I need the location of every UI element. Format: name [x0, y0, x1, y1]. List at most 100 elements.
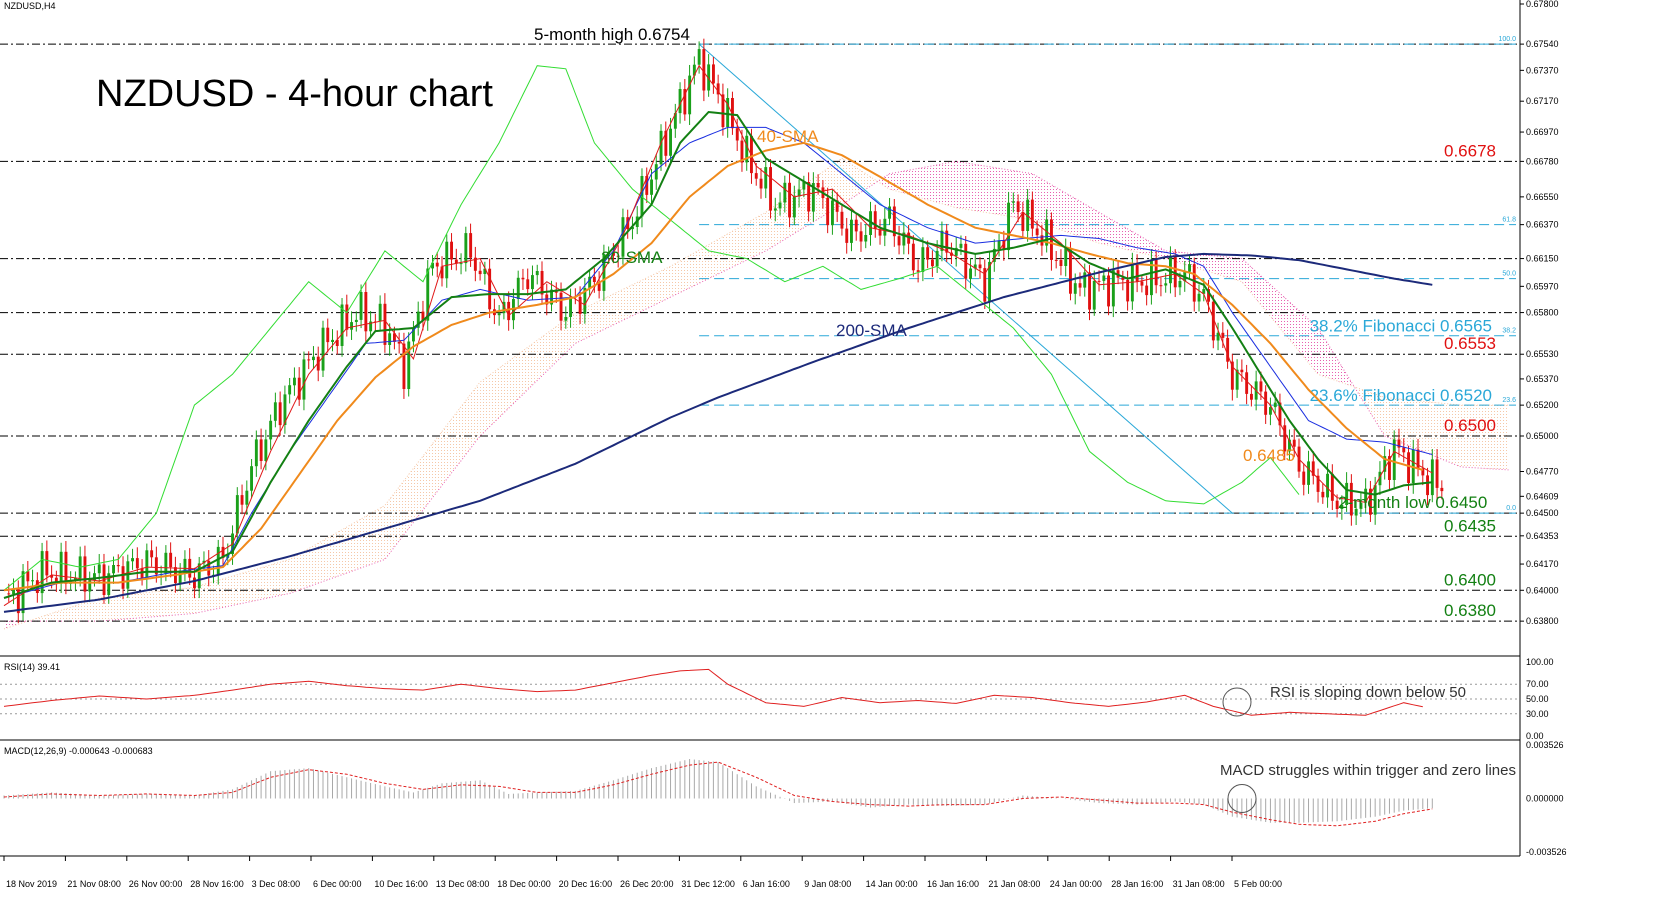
candle	[1159, 277, 1163, 297]
candle-body	[83, 556, 87, 592]
candle-body	[1059, 260, 1063, 266]
cloud-segment	[308, 543, 319, 587]
x-tick-label: 20 Dec 16:00	[559, 879, 613, 889]
cloud-segment	[851, 164, 861, 199]
candle	[688, 64, 692, 126]
candle	[326, 318, 330, 353]
candle	[321, 320, 325, 378]
candle-body	[216, 546, 220, 575]
cloud-segment	[1413, 400, 1423, 452]
candle	[1011, 192, 1015, 213]
candle	[678, 82, 682, 124]
y-tick-label: 0.66370	[1526, 220, 1559, 230]
cloud-segment	[1289, 302, 1299, 352]
cloud-segment	[1308, 319, 1318, 375]
candle-body	[193, 577, 196, 589]
cloud-segment	[775, 198, 785, 246]
candle-body	[426, 268, 430, 321]
cloud-segment	[165, 589, 176, 616]
candle-body	[1207, 289, 1210, 302]
candle	[1273, 391, 1277, 414]
candle-body	[407, 341, 411, 389]
cloud-segment	[746, 217, 757, 261]
cloud-segment	[1099, 212, 1109, 246]
candle-body	[145, 550, 149, 579]
candle	[240, 484, 244, 515]
candle	[464, 226, 468, 272]
candle-body	[1054, 259, 1058, 261]
candle-body	[840, 211, 844, 229]
candle-body	[54, 577, 58, 584]
candle-body	[526, 279, 530, 290]
candle	[312, 346, 315, 369]
candle	[616, 245, 620, 268]
candle	[526, 268, 530, 296]
candle-body	[1407, 452, 1410, 483]
candle	[869, 201, 872, 246]
x-tick-label: 21 Nov 08:00	[67, 879, 121, 889]
cloud-segment	[927, 164, 938, 203]
candle-body	[135, 558, 139, 569]
x-tick-label: 9 Jan 08:00	[804, 879, 851, 889]
level-label: 0.6500	[1444, 416, 1496, 435]
candle	[59, 542, 63, 594]
candle-body	[883, 218, 887, 236]
candle-body	[1202, 289, 1206, 294]
candle	[740, 129, 744, 172]
cloud-segment	[880, 173, 890, 190]
cloud-segment	[1403, 399, 1414, 448]
rsi-note: RSI is sloping down below 50	[1270, 684, 1466, 701]
candle-body	[1259, 381, 1263, 392]
candle	[773, 197, 777, 222]
cloud-segment	[1384, 397, 1395, 440]
candle	[550, 280, 553, 312]
x-tick-label: 18 Dec 00:00	[497, 879, 551, 889]
symbol-label: NZDUSD,H4	[4, 1, 56, 11]
y-tick-label: 0.64353	[1526, 531, 1559, 541]
cloud-segment	[508, 354, 519, 409]
candle-body	[873, 211, 877, 230]
candle-body	[645, 176, 649, 195]
candle	[431, 254, 434, 276]
candle-body	[378, 303, 382, 322]
candle-body	[907, 232, 911, 244]
candle	[973, 254, 977, 277]
cloud-segment	[956, 161, 966, 210]
candle-body	[1083, 272, 1087, 288]
cloud-segment	[51, 610, 62, 622]
cloud-segment	[1489, 405, 1499, 470]
candle-body	[802, 182, 806, 190]
candle	[1378, 461, 1382, 495]
candle	[692, 56, 696, 85]
cloud-segment	[1051, 184, 1061, 230]
cloud-segment	[1479, 405, 1490, 469]
level-label: 0.6553	[1444, 334, 1496, 353]
candle-body	[283, 394, 287, 425]
candle	[1245, 364, 1249, 405]
candle	[854, 212, 858, 241]
candle-body	[602, 254, 606, 291]
candle-body	[731, 98, 734, 129]
cloud-segment	[1260, 275, 1271, 317]
cloud-segment	[1432, 402, 1442, 460]
cloud-segment	[1499, 405, 1509, 470]
candle	[288, 377, 292, 404]
candle-body	[878, 229, 882, 236]
y-tick-label: 0.66780	[1526, 156, 1559, 166]
cloud-segment	[1346, 374, 1357, 390]
low-annotation: 2-month low 0.6450	[1338, 493, 1487, 512]
candle-body	[1097, 280, 1101, 282]
candle-body	[359, 292, 363, 320]
cloud-segment	[527, 340, 538, 390]
candle	[1178, 272, 1182, 296]
candle-body	[859, 231, 863, 242]
sma200-line	[3, 252, 1433, 613]
candle-body	[1064, 248, 1068, 266]
candle	[254, 430, 258, 477]
candle-body	[1211, 301, 1215, 341]
rsi-tick-label: 30.00	[1526, 709, 1549, 719]
candle	[1430, 448, 1434, 503]
candle-body	[335, 339, 339, 346]
candle-body	[12, 589, 15, 595]
candle	[669, 117, 672, 165]
